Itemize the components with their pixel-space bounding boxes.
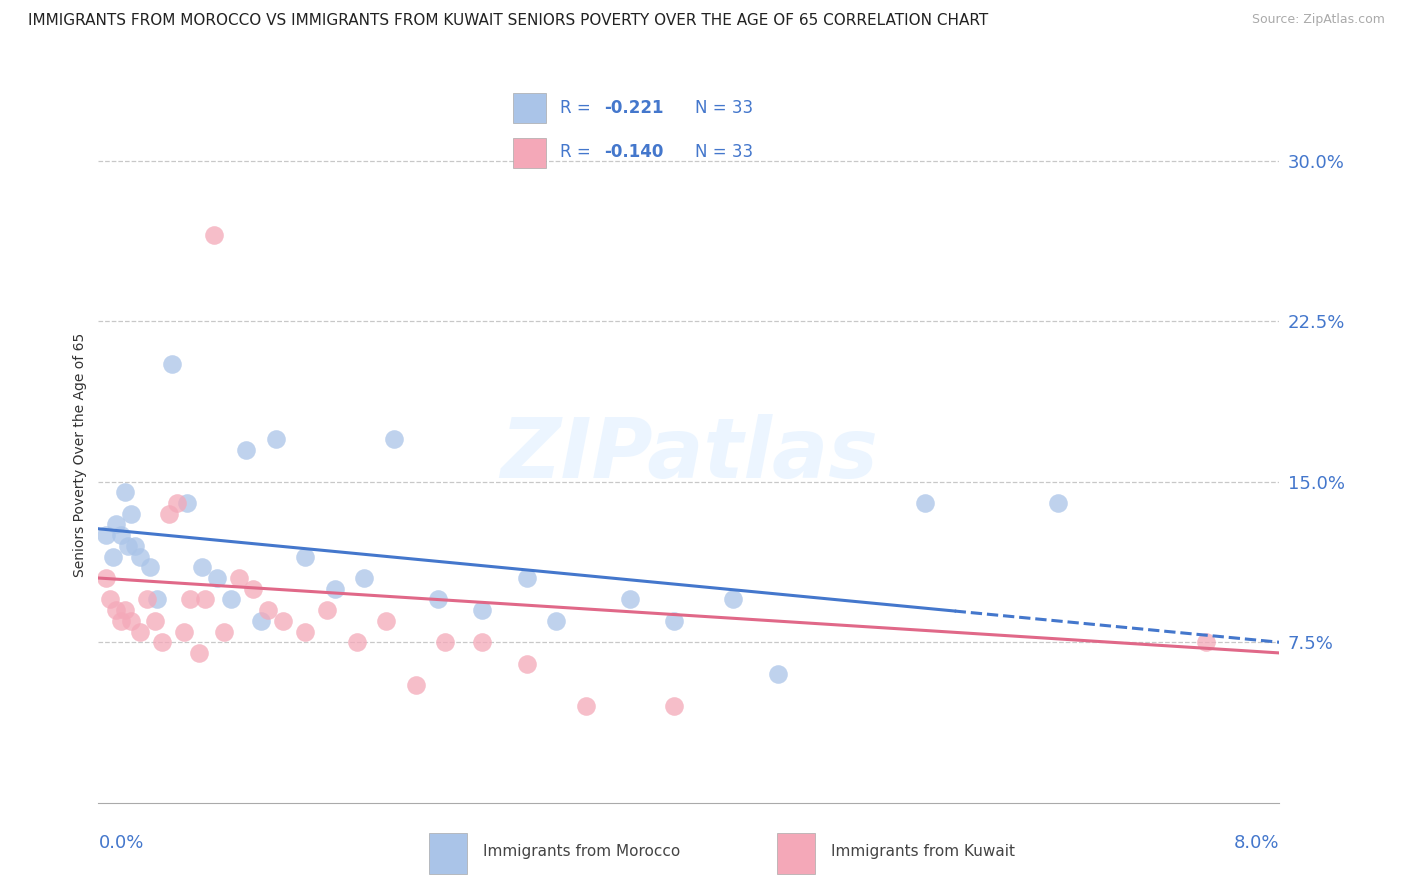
Point	[105, 517, 128, 532]
Text: ZIPatlas: ZIPatlas	[501, 415, 877, 495]
Point	[146, 592, 169, 607]
Text: 0.0%: 0.0%	[98, 834, 143, 852]
Point	[120, 507, 142, 521]
Point	[179, 592, 201, 607]
Point	[405, 678, 427, 692]
Point	[316, 603, 339, 617]
Text: IMMIGRANTS FROM MOROCCO VS IMMIGRANTS FROM KUWAIT SENIORS POVERTY OVER THE AGE O: IMMIGRANTS FROM MOROCCO VS IMMIGRANTS FR…	[28, 13, 988, 29]
Point	[515, 571, 537, 585]
Point	[162, 357, 183, 371]
Point	[574, 699, 596, 714]
Point	[664, 699, 686, 714]
Point	[434, 635, 457, 649]
Point	[176, 496, 198, 510]
Point	[187, 646, 209, 660]
Point	[139, 560, 162, 574]
FancyBboxPatch shape	[513, 93, 547, 123]
Point	[114, 603, 136, 617]
Point	[294, 549, 316, 564]
Point	[219, 592, 242, 607]
Point	[191, 560, 214, 574]
Text: Immigrants from Morocco: Immigrants from Morocco	[484, 845, 681, 859]
Point	[136, 592, 159, 607]
Point	[619, 592, 641, 607]
Text: -0.140: -0.140	[603, 143, 664, 161]
Point	[114, 485, 136, 500]
Text: 8.0%: 8.0%	[1234, 834, 1279, 852]
Point	[353, 571, 375, 585]
Point	[235, 442, 257, 457]
Point	[515, 657, 537, 671]
Point	[294, 624, 316, 639]
Point	[471, 603, 494, 617]
Point	[766, 667, 789, 681]
Point	[250, 614, 273, 628]
Point	[202, 228, 225, 243]
Point	[914, 496, 936, 510]
Point	[103, 549, 125, 564]
Point	[205, 571, 228, 585]
Point	[173, 624, 195, 639]
Point	[323, 582, 346, 596]
Point	[426, 592, 449, 607]
Point	[664, 614, 686, 628]
Point	[120, 614, 142, 628]
Point	[110, 528, 132, 542]
Point	[1194, 635, 1216, 649]
Point	[242, 582, 264, 596]
Point	[723, 592, 745, 607]
Text: N = 33: N = 33	[695, 99, 754, 117]
Point	[212, 624, 235, 639]
Point	[94, 528, 117, 542]
Text: Source: ZipAtlas.com: Source: ZipAtlas.com	[1251, 13, 1385, 27]
Text: N = 33: N = 33	[695, 143, 754, 161]
FancyBboxPatch shape	[429, 833, 467, 874]
Point	[128, 624, 150, 639]
Point	[110, 614, 132, 628]
Point	[128, 549, 150, 564]
Point	[546, 614, 568, 628]
Point	[105, 603, 128, 617]
Point	[471, 635, 494, 649]
Point	[346, 635, 368, 649]
Point	[157, 507, 180, 521]
Y-axis label: Seniors Poverty Over the Age of 65: Seniors Poverty Over the Age of 65	[73, 333, 87, 577]
Text: R =: R =	[560, 143, 596, 161]
Point	[94, 571, 117, 585]
Point	[143, 614, 166, 628]
FancyBboxPatch shape	[778, 833, 815, 874]
Point	[382, 432, 405, 446]
Point	[1046, 496, 1069, 510]
FancyBboxPatch shape	[513, 137, 547, 169]
Point	[194, 592, 217, 607]
Point	[264, 432, 287, 446]
Point	[375, 614, 398, 628]
Point	[228, 571, 250, 585]
Text: Immigrants from Kuwait: Immigrants from Kuwait	[831, 845, 1015, 859]
Point	[98, 592, 121, 607]
Point	[257, 603, 280, 617]
Text: R =: R =	[560, 99, 596, 117]
Point	[150, 635, 173, 649]
Text: -0.221: -0.221	[603, 99, 664, 117]
Point	[166, 496, 188, 510]
Point	[124, 539, 146, 553]
Point	[271, 614, 294, 628]
Point	[117, 539, 139, 553]
